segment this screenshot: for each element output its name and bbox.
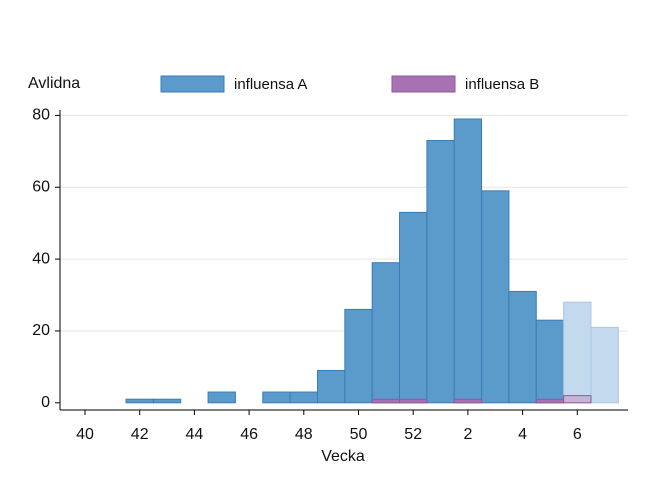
x-tick-label: 52: [404, 426, 422, 443]
y-tick-label: 40: [32, 250, 50, 267]
bar: [590, 326, 619, 404]
bar: [399, 211, 428, 404]
bar: [125, 398, 154, 404]
bar: [207, 391, 236, 404]
x-tick-label: 6: [573, 426, 582, 443]
bar: [316, 369, 346, 404]
y-tick-label: 0: [41, 394, 50, 411]
bar: [289, 391, 318, 404]
y-tick-label: 80: [32, 107, 50, 124]
bar: [262, 391, 291, 404]
x-tick-label: 4: [518, 426, 527, 443]
bar: [563, 301, 592, 404]
x-tick-label: 48: [295, 426, 313, 443]
bar: [426, 140, 455, 404]
bar: [508, 290, 537, 404]
legend-swatch: [391, 75, 456, 93]
bar: [371, 262, 401, 404]
bar: [535, 319, 565, 404]
bar: [152, 398, 182, 404]
bar: [399, 398, 428, 404]
y-tick-label: 60: [32, 178, 50, 195]
legend-label: influensa A: [234, 76, 307, 93]
x-tick-label: 2: [463, 426, 472, 443]
x-tick-label: 50: [350, 426, 368, 443]
legend-label: influensa B: [465, 76, 539, 93]
x-tick-label: 46: [240, 426, 258, 443]
bar: [563, 395, 592, 404]
legend-swatch: [160, 75, 225, 93]
bar: [371, 398, 401, 404]
bar: [453, 118, 483, 404]
bar: [344, 308, 373, 404]
bar: [535, 398, 565, 404]
x-axis-title: Vecka: [321, 448, 365, 465]
x-tick-label: 42: [131, 426, 149, 443]
y-axis-title: Avlidna: [28, 75, 80, 92]
x-tick-label: 40: [76, 426, 94, 443]
y-tick-label: 20: [32, 322, 50, 339]
x-tick-label: 44: [186, 426, 204, 443]
bar: [481, 190, 510, 404]
bar: [453, 398, 483, 404]
